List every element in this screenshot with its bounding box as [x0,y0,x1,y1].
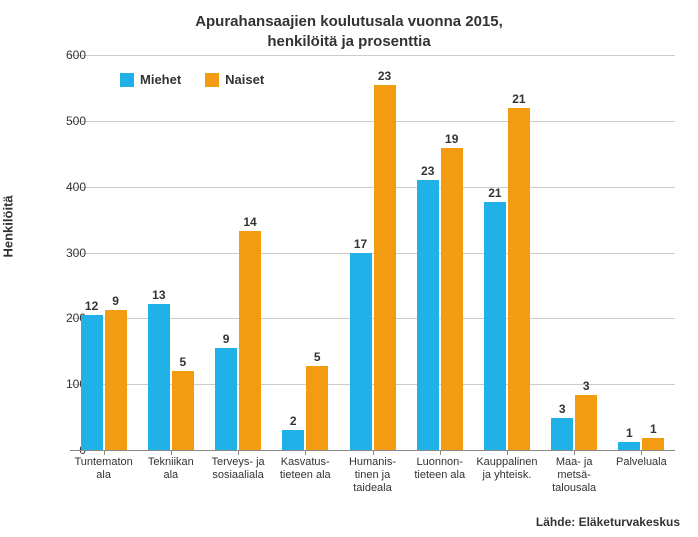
legend-item-miehet: Miehet [120,72,181,87]
x-tick-label: Kauppalinenja yhteisk. [475,456,538,482]
chart-title: Apurahansaajien koulutusala vuonna 2015,… [0,0,698,51]
x-tick-mark [305,450,306,455]
y-tick-label: 400 [66,180,86,194]
bar-label-naiset: 21 [512,92,525,106]
bar-miehet [484,202,506,450]
bar-naiset [441,148,463,450]
bar-label-naiset: 9 [112,294,119,308]
bar-miehet [551,418,573,450]
bar-naiset [508,108,530,450]
x-tick-mark [574,450,575,455]
x-tick-label: Luonnon-tieteen ala [408,456,471,482]
title-line1: Apurahansaajien koulutusala vuonna 2015, [195,13,503,30]
x-tick-label: Humanis-tinen jataideala [341,456,404,496]
bar-naiset [239,231,261,450]
bar-label-miehet: 1 [626,426,633,440]
legend-swatch-miehet [120,73,134,87]
bar-label-miehet: 17 [354,237,367,251]
bar-label-naiset: 3 [583,379,590,393]
bar-label-miehet: 21 [488,186,501,200]
bar-naiset [105,310,127,450]
x-tick-mark [238,450,239,455]
legend-label-miehet: Miehet [140,72,181,87]
x-tick-label: Maa- jametsä-talousala [543,456,606,496]
x-tick-label: Tekniikanala [139,456,202,482]
bar-naiset [374,85,396,450]
bar-naiset [306,366,328,450]
bar-miehet [417,180,439,450]
x-tick-mark [373,450,374,455]
gridline [70,121,675,122]
legend: Miehet Naiset [120,72,264,87]
bar-label-miehet: 12 [85,299,98,313]
bar-label-miehet: 9 [223,332,230,346]
bar-miehet [618,442,640,450]
bar-miehet [215,348,237,450]
bar-label-miehet: 13 [152,288,165,302]
x-tick-label: Palveluala [610,456,673,469]
x-tick-mark [641,450,642,455]
x-tick-mark [104,450,105,455]
bar-naiset [575,395,597,450]
legend-swatch-naiset [205,73,219,87]
x-tick-label: Terveys- jasosiaaliala [206,456,269,482]
source-label: Lähde: Eläketurvakeskus [536,515,680,529]
bar-miehet [81,315,103,450]
bar-miehet [148,304,170,450]
bar-label-naiset: 19 [445,132,458,146]
bar-label-naiset: 14 [243,215,256,229]
chart-container: Apurahansaajien koulutusala vuonna 2015,… [0,0,698,537]
x-tick-mark [507,450,508,455]
bar-label-miehet: 2 [290,414,297,428]
x-tick-label: Kasvatus-tieteen ala [274,456,337,482]
bar-label-naiset: 1 [650,422,657,436]
title-line2: henkilöitä ja prosenttia [267,33,430,50]
x-tick-label: Tuntematonala [72,456,135,482]
bar-label-miehet: 23 [421,164,434,178]
bar-label-miehet: 3 [559,402,566,416]
gridline [70,187,675,188]
y-tick-label: 300 [66,246,86,260]
bar-label-naiset: 5 [179,355,186,369]
bar-naiset [642,438,664,450]
x-tick-mark [440,450,441,455]
x-tick-mark [171,450,172,455]
bar-label-naiset: 23 [378,69,391,83]
legend-label-naiset: Naiset [225,72,264,87]
bar-naiset [172,371,194,450]
gridline [70,55,675,56]
bar-miehet [282,430,304,450]
bar-miehet [350,253,372,451]
y-tick-label: 600 [66,48,86,62]
bar-label-naiset: 5 [314,350,321,364]
gridline [70,253,675,254]
legend-item-naiset: Naiset [205,72,264,87]
y-tick-label: 500 [66,114,86,128]
y-axis-title: Henkilöitä [1,195,16,257]
